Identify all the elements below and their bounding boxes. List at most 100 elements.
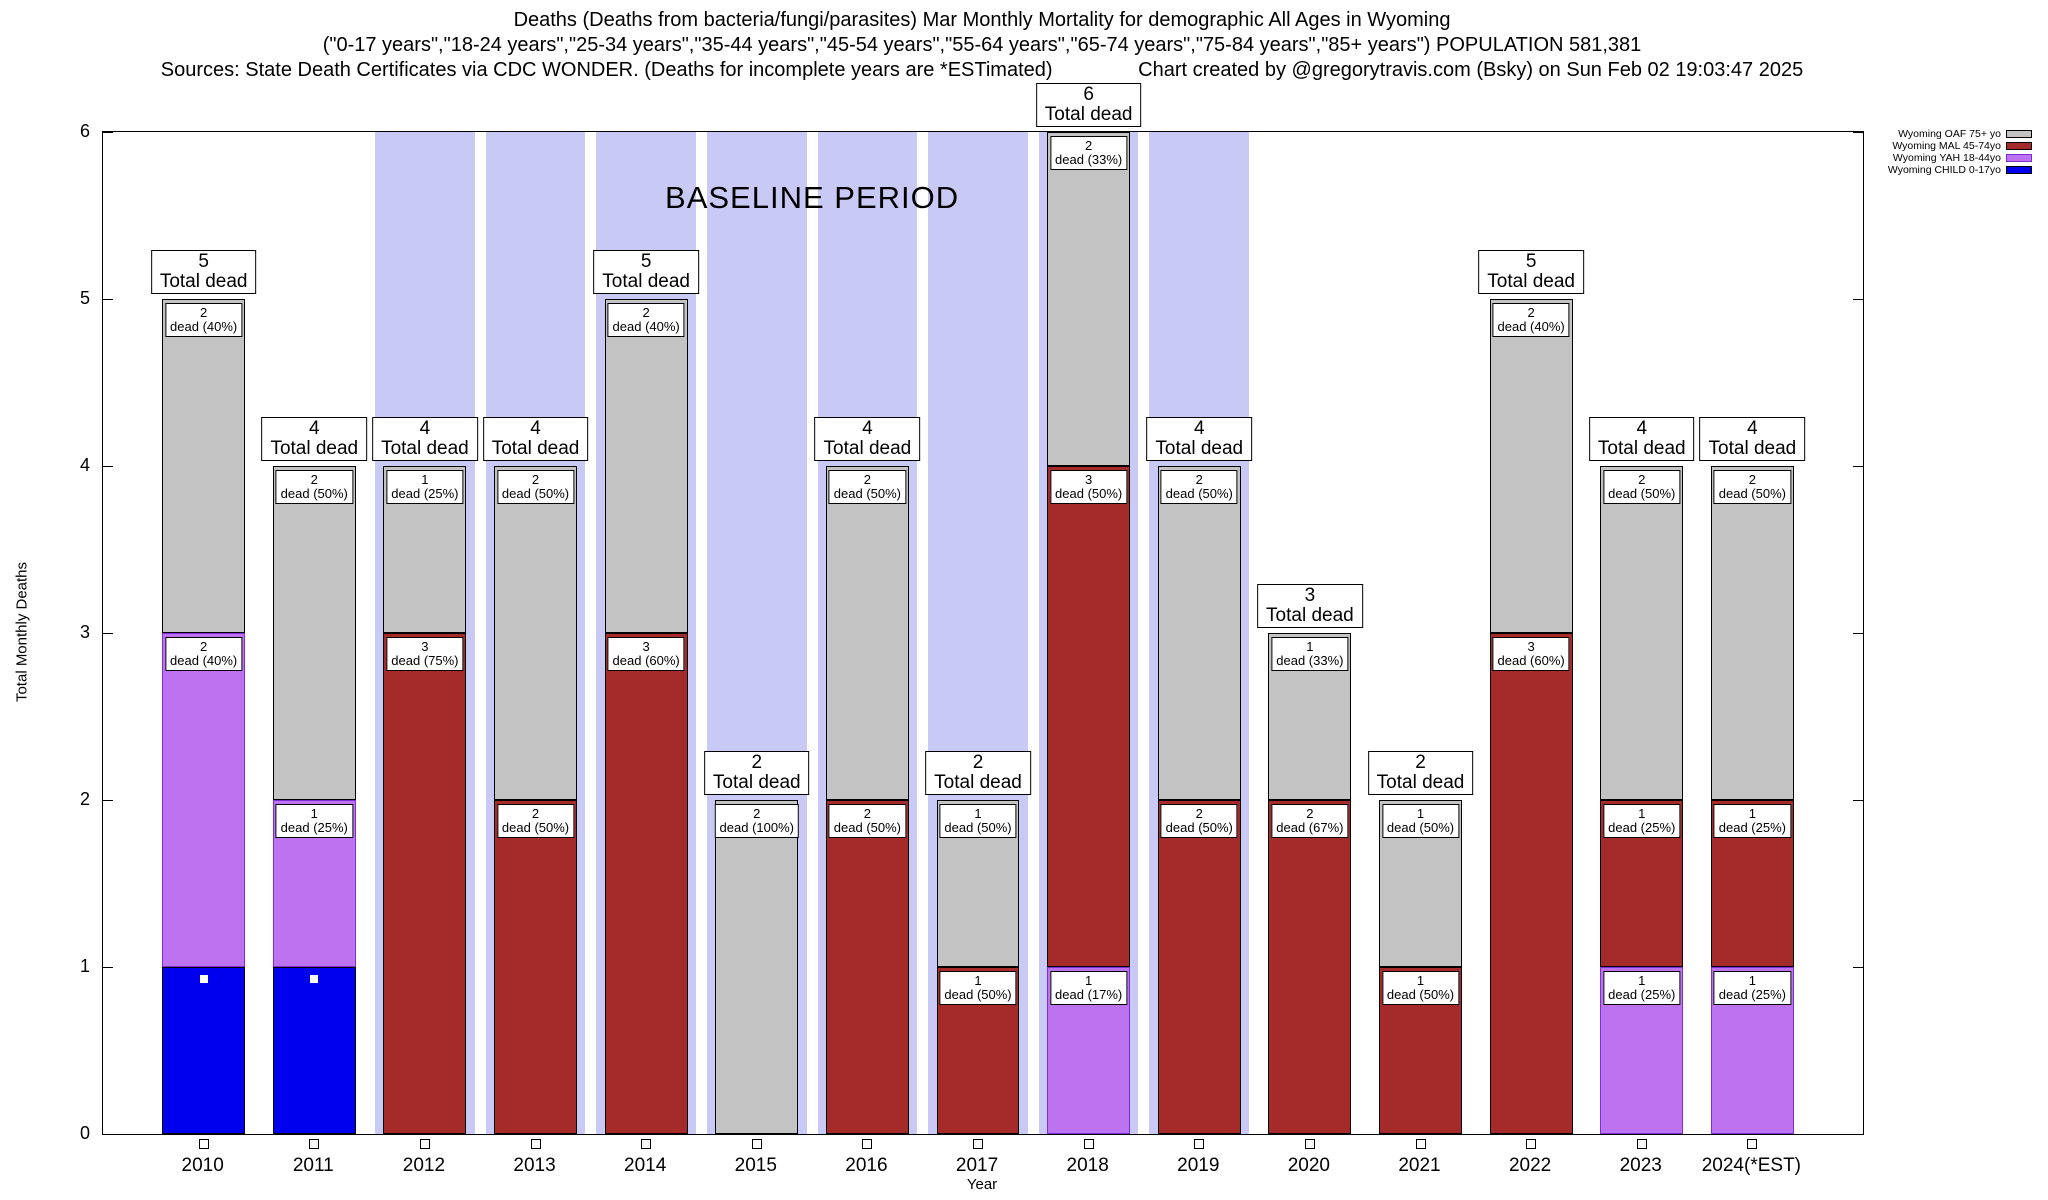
bar-segment-mal bbox=[1489, 633, 1573, 1134]
segment-label-line: 1 bbox=[1748, 806, 1756, 821]
bar-segment-oaf bbox=[715, 800, 799, 1134]
year-tick-label: 2012 bbox=[402, 1155, 446, 1176]
bar-segment-mal bbox=[1157, 800, 1241, 1134]
total-dead-label: 4 Total dead bbox=[482, 417, 589, 461]
total-caption: Total dead bbox=[1266, 605, 1354, 626]
y-axis-label: Total Monthly Deaths bbox=[13, 561, 31, 703]
segment-count-label: 1 dead (33%) bbox=[1271, 637, 1349, 671]
segment-label-line: 1 bbox=[974, 973, 982, 988]
total-caption: Total dead bbox=[1155, 438, 1244, 459]
total-caption: Total dead bbox=[491, 438, 580, 459]
segment-count-label: 2 dead (100%) bbox=[714, 804, 799, 838]
year-tick-label: 2020 bbox=[1287, 1155, 1331, 1176]
segment-label-line: 2 bbox=[200, 639, 208, 654]
year-tick-label: 2017 bbox=[955, 1155, 999, 1176]
segment-count-label: 1 dead (25%) bbox=[386, 470, 464, 504]
total-count: 4 bbox=[419, 418, 431, 439]
axis-point-marker bbox=[1526, 1139, 1537, 1149]
segment-count-label: 2 dead (50%) bbox=[1160, 804, 1238, 838]
total-count: 4 bbox=[862, 418, 873, 439]
segment-label-line: dead (60%) bbox=[1497, 653, 1565, 668]
segment-count-label: 2 dead (50%) bbox=[828, 804, 906, 838]
year-tick-label: 2022 bbox=[1508, 1155, 1552, 1176]
segment-label-line: 3 bbox=[421, 639, 429, 654]
segment-count-label: 2 dead (50%) bbox=[1713, 470, 1791, 504]
y-tick-mark bbox=[1853, 1134, 1863, 1135]
total-caption: Total dead bbox=[712, 772, 801, 793]
segment-label-line: dead (50%) bbox=[280, 486, 348, 501]
total-caption: Total dead bbox=[1708, 438, 1797, 459]
y-tick-label: 3 bbox=[79, 622, 90, 642]
total-dead-label: 2 Total dead bbox=[703, 751, 810, 795]
y-tick-label: 4 bbox=[79, 455, 90, 475]
chart-subtitle-demographics: ("0-17 years","18-24 years","25-34 years… bbox=[322, 34, 1642, 56]
segment-label-line: 1 bbox=[1638, 806, 1646, 821]
total-dead-label: 2 Total dead bbox=[925, 751, 1031, 795]
segment-label-line: 2 bbox=[1748, 472, 1756, 487]
total-count: 3 bbox=[1304, 585, 1316, 606]
segment-count-label: 1 dead (25%) bbox=[1713, 804, 1791, 838]
segment-label-line: dead (50%) bbox=[1386, 820, 1455, 835]
segment-count-label: 2 dead (40%) bbox=[1492, 303, 1570, 337]
segment-count-label: 2 dead (50%) bbox=[496, 804, 575, 838]
bar-segment-yah bbox=[162, 633, 246, 967]
plot-area: BASELINE PERIOD 2 dead (40%) 2 dead (40%) 5 To… bbox=[102, 83, 1864, 1149]
bar-segment-oaf bbox=[1600, 466, 1684, 800]
bar-segment-mal bbox=[1268, 800, 1352, 1134]
year-tick-label: 2019 bbox=[1177, 1155, 1220, 1176]
total-count: 4 bbox=[1747, 418, 1758, 439]
total-caption: Total dead bbox=[1044, 104, 1133, 125]
segment-count-label: 2 dead (50%) bbox=[1160, 470, 1238, 504]
segment-label-line: dead (50%) bbox=[501, 486, 570, 501]
segment-label-line: 2 bbox=[1195, 472, 1203, 487]
year-tick-label: 2024(*EST) bbox=[1701, 1155, 1802, 1176]
segment-label-line: dead (50%) bbox=[1165, 820, 1233, 835]
segment-label-line: 2 bbox=[200, 305, 208, 320]
legend-label: Wyoming OAF 75+ yo bbox=[1898, 128, 2001, 140]
legend-item-yah: Wyoming YAH 18-44yo bbox=[1888, 152, 2032, 164]
segment-label-line: 1 bbox=[1306, 639, 1314, 654]
legend-swatch-icon bbox=[2006, 154, 2032, 162]
year-tick-label: 2021 bbox=[1398, 1155, 1441, 1176]
segment-count-label: 2 dead (67%) bbox=[1271, 804, 1349, 838]
total-caption: Total dead bbox=[270, 438, 359, 459]
segment-label-line: 2 bbox=[863, 472, 871, 487]
total-count: 6 bbox=[1083, 84, 1094, 105]
segment-label-line: 2 bbox=[1527, 305, 1535, 320]
segment-label-line: 2 bbox=[531, 472, 540, 487]
y-tick-label: 5 bbox=[79, 288, 90, 308]
bar-segment-oaf bbox=[162, 299, 246, 633]
year-tick-label: 2011 bbox=[292, 1155, 334, 1176]
total-dead-label: 5 Total dead bbox=[1478, 250, 1584, 294]
segment-label-line: 1 bbox=[1416, 973, 1425, 988]
legend-item-oaf: Wyoming OAF 75+ yo bbox=[1888, 128, 2032, 140]
legend-swatch-icon bbox=[2006, 166, 2032, 174]
x-axis-label: Year bbox=[966, 1176, 998, 1193]
total-count: 4 bbox=[1636, 418, 1648, 439]
total-dead-label: 2 Total dead bbox=[1367, 751, 1474, 795]
segment-label-line: 1 bbox=[974, 806, 982, 821]
segment-label-line: dead (17%) bbox=[1055, 987, 1123, 1002]
bar-segment-oaf bbox=[1710, 466, 1794, 800]
axis-point-marker bbox=[973, 1139, 984, 1149]
total-caption: Total dead bbox=[1597, 438, 1686, 459]
bar-segment-mal bbox=[1047, 466, 1131, 967]
segment-label-line: dead (25%) bbox=[1608, 987, 1676, 1002]
y-tick-mark bbox=[1853, 299, 1863, 300]
segment-label-line: 2 bbox=[310, 472, 318, 487]
segment-label-line: dead (25%) bbox=[280, 820, 348, 835]
segment-label-line: dead (50%) bbox=[833, 486, 901, 501]
segment-label-line: dead (50%) bbox=[944, 820, 1012, 835]
segment-label-line: dead (40%) bbox=[612, 319, 680, 334]
y-tick-mark bbox=[1853, 633, 1863, 634]
y-tick-label: 6 bbox=[79, 121, 90, 141]
bar-segment-oaf bbox=[604, 299, 688, 633]
axis-point-marker bbox=[862, 1139, 873, 1149]
chart-title: Deaths (Deaths from bacteria/fungi/paras… bbox=[513, 9, 1451, 31]
chart-sources-text: Sources: State Death Certificates via CD… bbox=[160, 59, 1053, 81]
bar-segment-mal bbox=[383, 633, 467, 1134]
segment-label-line: dead (40%) bbox=[1497, 319, 1565, 334]
axis-point-marker bbox=[1747, 1139, 1758, 1149]
total-dead-label: 4 Total dead bbox=[1588, 417, 1695, 461]
